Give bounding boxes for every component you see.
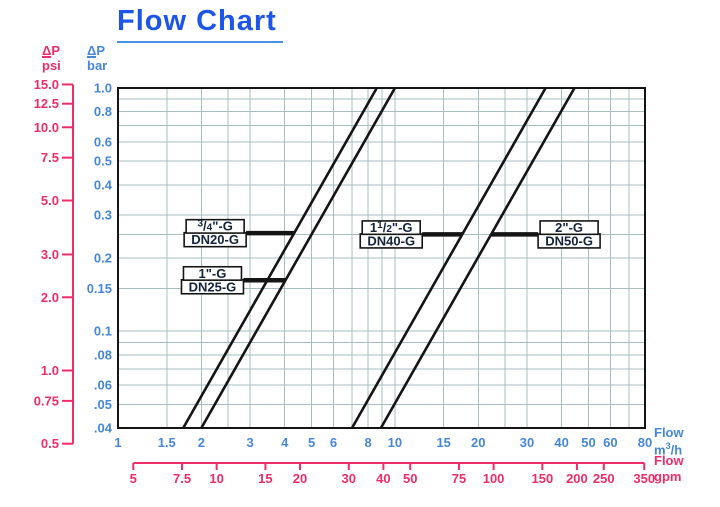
flow-label: Flow xyxy=(654,425,684,440)
valve-size-box xyxy=(539,220,599,236)
gpm-tick-label: 7.5 xyxy=(173,471,191,486)
m3h-tick-label: 60 xyxy=(603,435,617,450)
delta-symbol: Δ xyxy=(42,43,52,58)
psi-tick-label: 1.0 xyxy=(41,363,59,378)
psi-tick-label: 10.0 xyxy=(34,120,59,135)
m3h-tick-label: 2 xyxy=(198,435,205,450)
bar-tick-label: 0.8 xyxy=(94,104,112,119)
valve-size-label: 11/2"-G xyxy=(370,220,413,235)
bar-tick-label: .06 xyxy=(94,378,112,393)
valve-curve-dn50-g xyxy=(379,87,576,429)
m3h-tick-label: 50 xyxy=(581,435,595,450)
valve-dn-label: DN50-G xyxy=(545,233,593,248)
m3h-tick-label: 20 xyxy=(471,435,485,450)
psi-tick-label: 7.5 xyxy=(41,150,59,165)
bar-tick-label: 0.15 xyxy=(87,281,112,296)
valve-curve-dn40-g xyxy=(350,87,547,429)
valve-size-label: 2"-G xyxy=(555,220,583,235)
p-symbol: P xyxy=(51,43,61,58)
psi-tick-label: 15.0 xyxy=(34,77,59,92)
bar-tick-label: 0.1 xyxy=(94,324,112,339)
valve-dn-label: DN20-G xyxy=(191,232,239,247)
bar-tick-label: .05 xyxy=(94,397,112,412)
gpm-tick-label: 100 xyxy=(483,471,505,486)
gpm-tick-label: 50 xyxy=(403,471,417,486)
psi-tick-label: 0.5 xyxy=(41,436,59,451)
valve-curve-dn20-g xyxy=(182,87,378,429)
valve-size-label: 1"-G xyxy=(199,266,227,281)
psi-tick-label: 2.0 xyxy=(41,290,59,305)
dp-psi-axis-header: ΔP psi xyxy=(42,44,61,72)
gpm-tick-label: 20 xyxy=(293,471,307,486)
flow-label: Flow xyxy=(654,453,684,468)
psi-tick-label: 5.0 xyxy=(41,193,59,208)
bar-tick-label: .04 xyxy=(94,421,113,436)
bar-tick-label: 0.4 xyxy=(94,177,113,192)
flow-m3h-axis-header: Flow m3/h xyxy=(654,426,684,456)
bar-tick-label: 0.3 xyxy=(94,208,112,223)
m3h-tick-label: 80 xyxy=(638,435,652,450)
valve-curve-dn25-g xyxy=(200,87,397,429)
bar-tick-label: .08 xyxy=(94,347,112,362)
bar-tick-label: 0.2 xyxy=(94,251,112,266)
m3h-tick-label: 4 xyxy=(281,435,289,450)
m3h-tick-label: 8 xyxy=(364,435,371,450)
gpm-tick-label: 30 xyxy=(342,471,356,486)
valve-size-box xyxy=(361,220,422,236)
bar-tick-label: 0.5 xyxy=(94,154,112,169)
gpm-tick-label: 40 xyxy=(376,471,390,486)
psi-tick-label: 0.75 xyxy=(34,393,59,408)
psi-unit-label: psi xyxy=(42,58,61,73)
gpm-tick-label: 200 xyxy=(566,471,588,486)
gpm-tick-label: 250 xyxy=(593,471,615,486)
m3h-tick-label: 10 xyxy=(388,435,402,450)
m3h-tick-label: 40 xyxy=(554,435,568,450)
m3h-tick-label: 3 xyxy=(247,435,254,450)
gpm-unit-label: gpm xyxy=(654,469,682,484)
valve-size-box xyxy=(185,218,245,234)
m3h-tick-label: 1 xyxy=(114,435,121,450)
psi-tick-label: 12.5 xyxy=(34,96,59,111)
m3h-tick-label: 6 xyxy=(330,435,337,450)
m3h-tick-label: 1.5 xyxy=(158,435,176,450)
m3h-tick-label: 5 xyxy=(308,435,315,450)
gpm-tick-label: 15 xyxy=(258,471,272,486)
bar-tick-label: 0.6 xyxy=(94,134,112,149)
bar-unit-label: bar xyxy=(87,58,108,73)
dp-bar-axis-header: ΔP bar xyxy=(87,44,107,72)
m3h-tick-label: 15 xyxy=(436,435,450,450)
gpm-tick-label: 350 xyxy=(633,471,655,486)
flow-gpm-axis-header: Flow gpm xyxy=(654,453,684,484)
valve-dn-label: DN25-G xyxy=(189,279,237,294)
valve-size-label: 3/4"-G xyxy=(197,219,232,234)
valve-dn-label: DN40-G xyxy=(367,233,415,248)
psi-tick-label: 3.0 xyxy=(41,247,59,262)
gpm-tick-label: 5 xyxy=(130,471,137,486)
p-symbol: P xyxy=(96,43,106,58)
gpm-tick-label: 75 xyxy=(452,471,466,486)
gpm-tick-label: 150 xyxy=(531,471,553,486)
gpm-tick-label: 10 xyxy=(209,471,223,486)
page-title: Flow Chart xyxy=(117,5,283,43)
m3h-unit-label: m3/h xyxy=(654,441,683,458)
m3h-tick-label: 30 xyxy=(520,435,534,450)
delta-symbol: Δ xyxy=(87,43,97,58)
valve-size-box xyxy=(182,265,243,281)
bar-tick-label: 1.0 xyxy=(94,81,112,96)
